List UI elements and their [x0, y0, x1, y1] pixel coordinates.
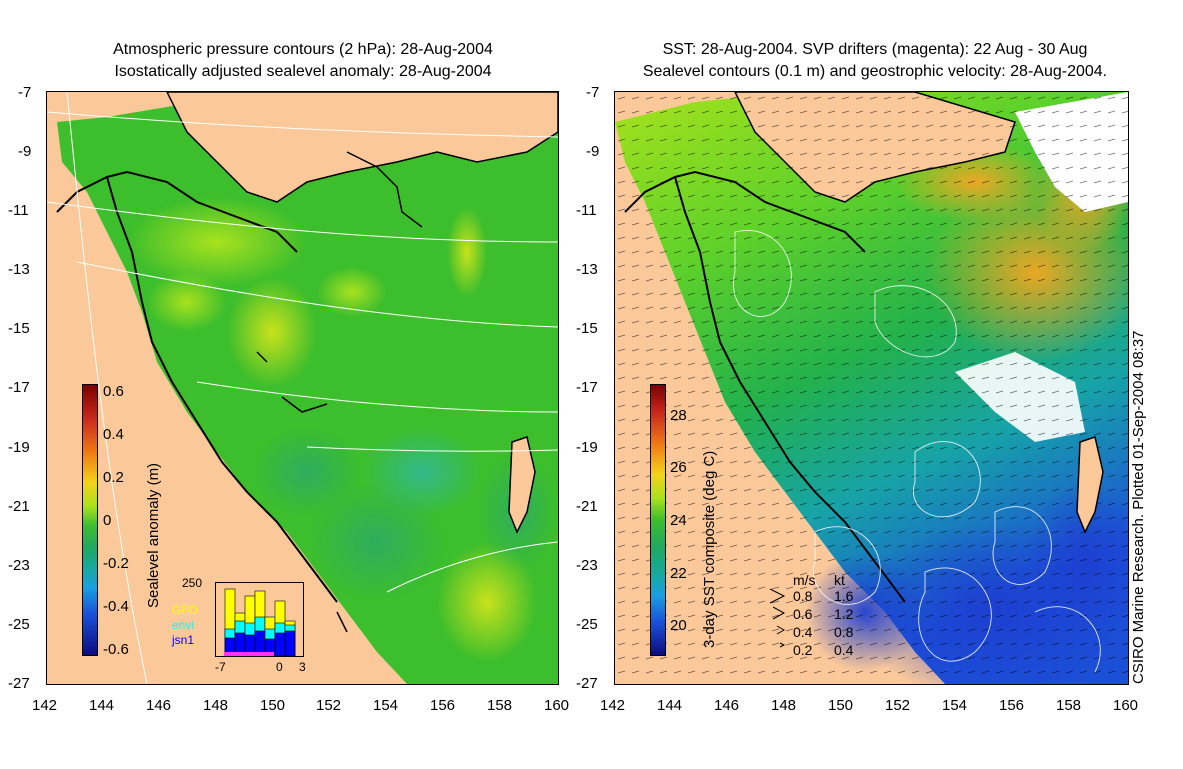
- lat-tick: -21: [8, 498, 30, 515]
- velocity-legend-header-kt: kt: [834, 572, 845, 588]
- lon-tick: 152: [316, 697, 342, 714]
- lat-tick: -9: [18, 143, 32, 160]
- lat-tick: -11: [8, 202, 29, 219]
- inset-legend-jsn1: jsn1: [172, 633, 195, 647]
- lat-tick: -17: [8, 379, 30, 396]
- velocity-legend-kt: 1.6: [834, 588, 854, 604]
- sla-colorbar-tick: -0.6: [103, 641, 129, 658]
- lon-tick: 144: [657, 697, 683, 714]
- sst-colorbar-tick: 20: [670, 617, 687, 634]
- lat-tick: -23: [576, 557, 598, 574]
- sla-colorbar-tick: 0.6: [103, 383, 124, 400]
- lat-tick: -7: [18, 84, 32, 101]
- lat-tick: -13: [576, 261, 598, 278]
- sla-colorbar-tick: -0.2: [103, 555, 129, 572]
- plot-credit: CSIRO Marine Research. Plotted 01-Sep-20…: [1130, 330, 1147, 684]
- lon-tick: 152: [885, 697, 911, 714]
- lat-tick: -17: [576, 379, 598, 396]
- sla-colorbar-label: Sealevel anomaly (m): [145, 462, 162, 608]
- velocity-legend-kt: 0.8: [834, 624, 854, 640]
- lon-tick: 160: [1113, 697, 1139, 714]
- lat-tick: -23: [8, 557, 30, 574]
- lon-tick: 158: [487, 697, 513, 714]
- left-title-line1: Atmospheric pressure contours (2 hPa): 2…: [113, 41, 493, 58]
- inset-ymax-label: 250: [182, 576, 203, 590]
- sla-colorbar: [82, 384, 98, 656]
- sst-map-svg: [615, 92, 1128, 684]
- lat-tick: -11: [576, 202, 597, 219]
- sst-colorbar-tick: 28: [670, 407, 687, 424]
- sst-colorbar-tick: 22: [670, 565, 687, 582]
- left-title-line2: Isostatically adjusted sealevel anomaly:…: [114, 63, 492, 80]
- sst-colorbar-tick: 24: [670, 512, 687, 529]
- velocity-legend-ms: 0.2: [793, 642, 813, 658]
- lon-tick: 142: [600, 697, 626, 714]
- right-title-line2: Sealevel contours (0.1 m) and geostrophi…: [642, 63, 1108, 80]
- lon-tick: 156: [430, 697, 456, 714]
- lon-tick: 154: [942, 697, 968, 714]
- lon-tick: 148: [203, 697, 229, 714]
- lat-tick: -15: [8, 320, 30, 337]
- sla-colorbar-tick: -0.4: [103, 598, 129, 615]
- lon-tick: 142: [32, 697, 58, 714]
- lat-tick: -25: [576, 616, 598, 633]
- sst-colorbar-tick: 26: [670, 459, 687, 476]
- lon-tick: 158: [1056, 697, 1082, 714]
- lon-tick: 160: [544, 697, 570, 714]
- sst-colorbar-label: 3-day SST composite (deg C): [701, 450, 718, 648]
- velocity-legend-kt: 1.2: [834, 606, 854, 622]
- velocity-legend-ms: 0.8: [793, 588, 813, 604]
- inset-xtick: 3: [299, 660, 306, 674]
- lat-tick: -27: [576, 675, 598, 692]
- lon-tick: 146: [714, 697, 740, 714]
- png-land: [166, 92, 558, 203]
- lon-tick: 148: [771, 697, 797, 714]
- lon-tick: 146: [146, 697, 172, 714]
- inset-xtick: 0: [276, 660, 283, 674]
- lon-tick: 150: [260, 697, 286, 714]
- lon-tick: 156: [999, 697, 1025, 714]
- lon-tick: 144: [89, 697, 115, 714]
- velocity-legend-ms: 0.6: [793, 606, 813, 622]
- inset-legend-envi: envi: [172, 618, 195, 632]
- altimeter-inset: [215, 582, 304, 657]
- lon-tick: 154: [373, 697, 399, 714]
- inset-xtick: -7: [215, 660, 226, 674]
- velocity-legend-kt: 0.4: [834, 642, 854, 658]
- right-title-line1: SST: 28-Aug-2004. SVP drifters (magenta)…: [662, 41, 1088, 58]
- lon-tick: 150: [828, 697, 854, 714]
- lat-tick: -19: [8, 439, 30, 456]
- lat-tick: -13: [8, 261, 30, 278]
- velocity-legend-header-ms: m/s: [793, 572, 816, 588]
- sst-colorbar: [650, 384, 666, 656]
- lat-tick: -27: [8, 675, 30, 692]
- lat-tick: -25: [8, 616, 30, 633]
- altimeter-inset-bars: [224, 588, 296, 657]
- inset-legend-gfo: GFO: [172, 603, 198, 617]
- velocity-legend-ms: 0.4: [793, 624, 813, 640]
- lat-tick: -21: [576, 498, 598, 515]
- lat-tick: -19: [576, 439, 598, 456]
- velocity-legend-arrows: [769, 588, 786, 648]
- sla-colorbar-tick: 0.4: [103, 426, 124, 443]
- lat-tick: -9: [586, 143, 600, 160]
- sla-colorbar-tick: 0: [103, 512, 112, 529]
- sst-map: [614, 91, 1129, 685]
- sealevel-contours: [733, 230, 1101, 673]
- pressure-contours: [47, 92, 558, 684]
- lat-tick: -15: [576, 320, 598, 337]
- lat-tick: -7: [586, 84, 600, 101]
- sla-colorbar-tick: 0.2: [103, 469, 124, 486]
